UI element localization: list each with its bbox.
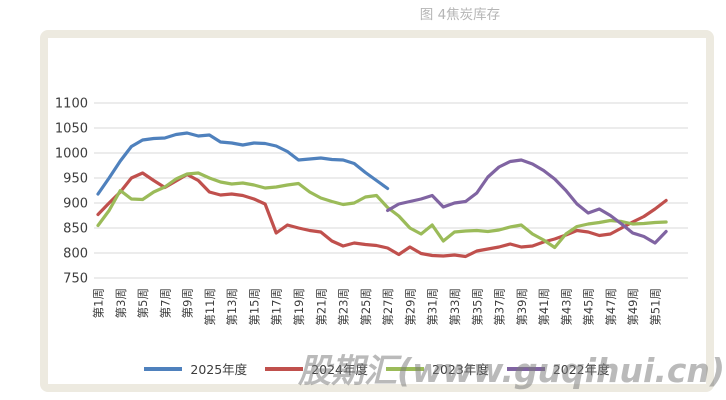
svg-text:第23周: 第23周: [337, 288, 351, 326]
legend-swatch-2023: [386, 366, 424, 371]
legend-swatch-2024: [265, 366, 304, 371]
svg-text:第33周: 第33周: [448, 288, 462, 326]
legend-item-2024: 2024年度: [265, 359, 368, 378]
legend-swatch-2025: [144, 366, 183, 371]
svg-text:第21周: 第21周: [314, 288, 328, 326]
svg-text:第5周: 第5周: [136, 288, 150, 318]
svg-text:第41周: 第41周: [537, 288, 551, 326]
svg-text:第39周: 第39周: [515, 288, 529, 326]
svg-text:第19周: 第19周: [292, 288, 306, 326]
legend-label-2024: 2024年度: [311, 362, 368, 377]
svg-text:第51周: 第51周: [649, 288, 663, 326]
svg-text:第17周: 第17周: [270, 288, 284, 326]
svg-text:第31周: 第31周: [426, 288, 440, 326]
legend-item-2025: 2025年度: [144, 359, 247, 378]
legend-label-2023: 2023年度: [432, 362, 489, 377]
line-chart: 110010501000950900850800750第1周 第3周 第5周 第7周第…: [55, 97, 688, 326]
svg-text:第37周: 第37周: [493, 288, 507, 326]
svg-text:950: 950: [63, 172, 88, 187]
svg-text:第9周: 第9周: [181, 288, 195, 318]
svg-text:第15周: 第15周: [247, 288, 261, 326]
svg-text:第43周: 第43周: [559, 288, 573, 326]
svg-text:第13周: 第13周: [225, 288, 239, 326]
legend-item-2023: 2023年度: [386, 359, 489, 378]
svg-text:850: 850: [63, 222, 88, 237]
svg-text:第1周: 第1周: [92, 288, 106, 318]
svg-text:1000: 1000: [55, 147, 88, 162]
svg-text:第11周: 第11周: [203, 288, 217, 326]
svg-text:1100: 1100: [55, 97, 88, 112]
svg-text:第7周: 第7周: [158, 288, 172, 318]
chart-title: 图 4焦炭库存: [419, 7, 501, 23]
svg-text:第49周: 第49周: [626, 288, 640, 326]
svg-text:第25周: 第25周: [359, 288, 373, 326]
svg-text:第45周: 第45周: [582, 288, 596, 326]
legend-swatch-2022: [506, 366, 545, 371]
legend-label-2022: 2022年度: [552, 362, 610, 377]
svg-text:800: 800: [63, 247, 88, 262]
chart-legend: 2025年度 2024年度 2023年度 2022年度: [48, 359, 706, 378]
svg-text:第47周: 第47周: [604, 288, 618, 326]
svg-text:750: 750: [63, 272, 88, 287]
svg-text:第29周: 第29周: [403, 288, 417, 326]
svg-text:900: 900: [63, 197, 88, 212]
legend-label-2025: 2025年度: [190, 362, 248, 377]
chart-frame: 1100 1050 1000 950 900 850 800 750 第1周 第3周 第5周 第7周第…: [40, 30, 714, 392]
legend-item-2022: 2022年度: [506, 359, 610, 378]
svg-text:第3周: 第3周: [114, 288, 128, 318]
svg-text:第35周: 第35周: [470, 288, 484, 326]
svg-text:第27周: 第27周: [381, 288, 395, 326]
svg-text:1050: 1050: [55, 122, 88, 137]
